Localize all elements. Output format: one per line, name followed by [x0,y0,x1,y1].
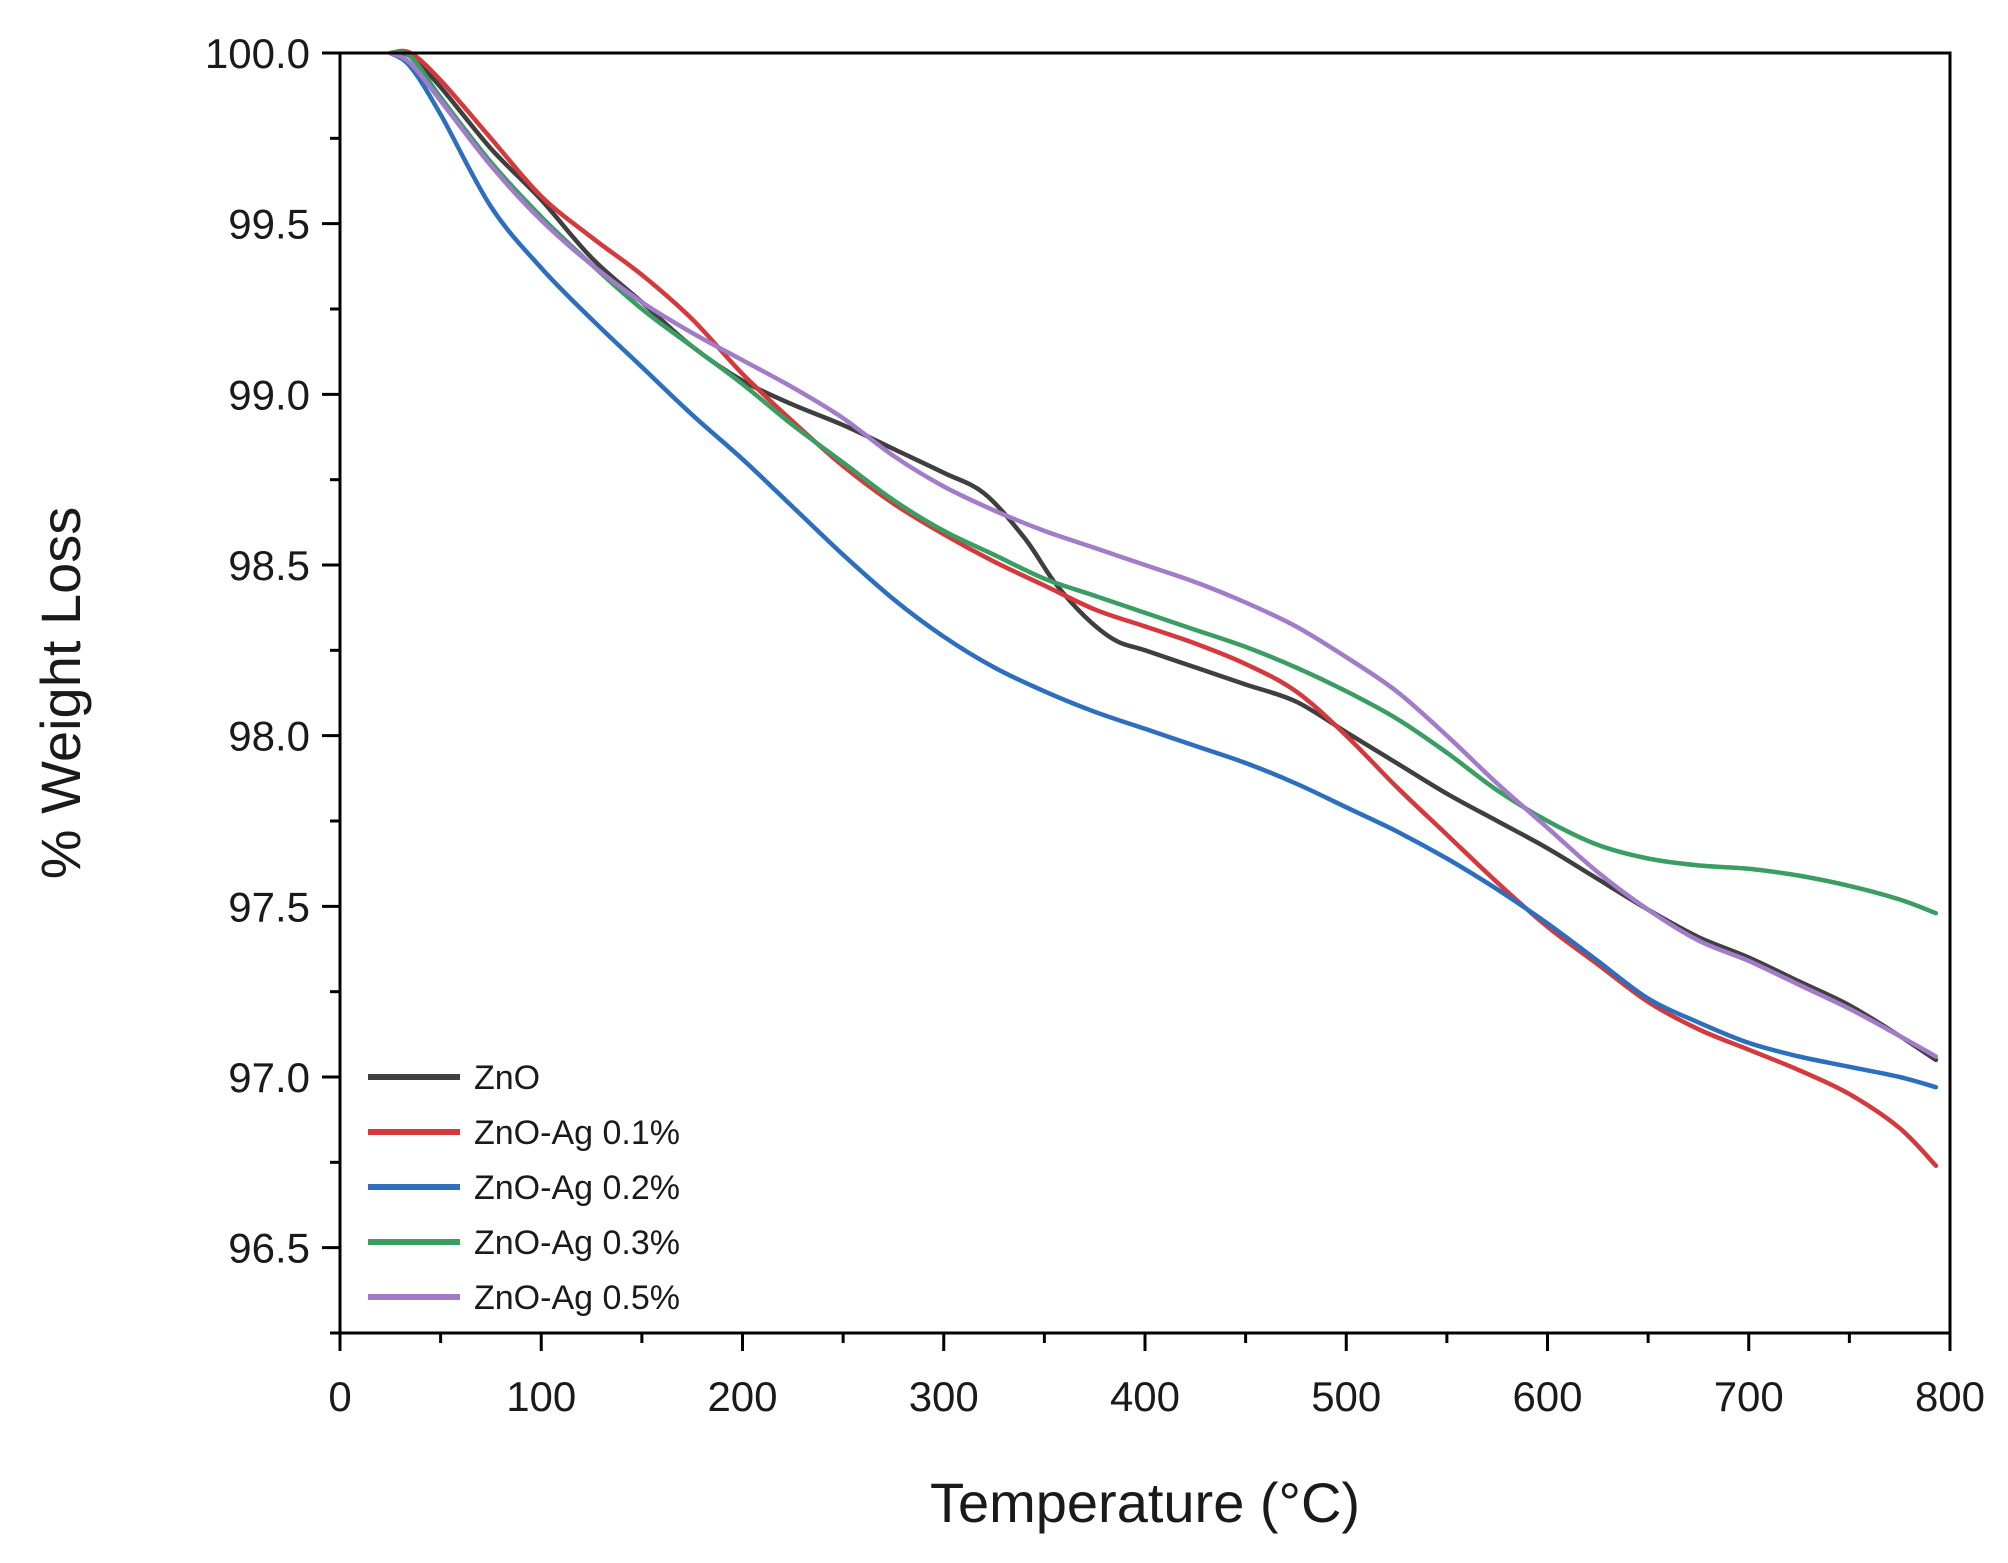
x-tick-label-0: 0 [328,1373,351,1420]
y-tick-label-98.5: 98.5 [228,542,310,589]
x-tick-label-700: 700 [1714,1373,1784,1420]
series-line-zno [388,50,1939,1063]
series-line-zno-ag-0-1 [388,48,1939,1168]
x-tick-label-500: 500 [1311,1373,1381,1420]
legend-label-zno-ag-0-1: ZnO-Ag 0.1% [474,1114,680,1152]
x-tick-label-400: 400 [1110,1373,1180,1420]
series-lines [388,48,1939,1168]
x-axis-title: Temperature (°C) [930,1471,1360,1534]
y-axis-title: % Weight Loss [29,507,92,879]
y-tick-label-99: 99.0 [228,371,310,418]
legend-label-zno-ag-0-2: ZnO-Ag 0.2% [474,1169,680,1207]
x-tick-label-800: 800 [1915,1373,1985,1420]
series-line-zno-ag-0-3 [388,49,1939,916]
y-tick-label-98: 98.0 [228,713,310,760]
y-tick-label-97: 97.0 [228,1054,310,1101]
x-tick-label-300: 300 [909,1373,979,1420]
series-line-zno-ag-0-5 [388,50,1939,1059]
series-line-zno-ag-0-2 [388,50,1939,1090]
x-axis-ticks: 0 100 200 300 400 500 600 700 800 [328,1333,1985,1420]
x-tick-label-600: 600 [1512,1373,1582,1420]
legend: ZnO ZnO-Ag 0.1% ZnO-Ag 0.2% ZnO-Ag 0.3% … [368,1059,680,1317]
y-tick-label-100: 100.0 [205,30,310,77]
x-tick-label-100: 100 [506,1373,576,1420]
x-tick-label-200: 200 [707,1373,777,1420]
legend-label-zno-ag-0-3: ZnO-Ag 0.3% [474,1224,680,1262]
y-tick-label-97.5: 97.5 [228,883,310,930]
legend-label-zno-ag-0-5: ZnO-Ag 0.5% [474,1279,680,1317]
y-tick-label-96.5: 96.5 [228,1225,310,1272]
legend-label-zno: ZnO [474,1059,540,1097]
y-tick-label-99.5: 99.5 [228,201,310,248]
y-axis-ticks: 96.5 97.0 97.5 98.0 98.5 99.0 99.5 100.0 [205,30,340,1335]
